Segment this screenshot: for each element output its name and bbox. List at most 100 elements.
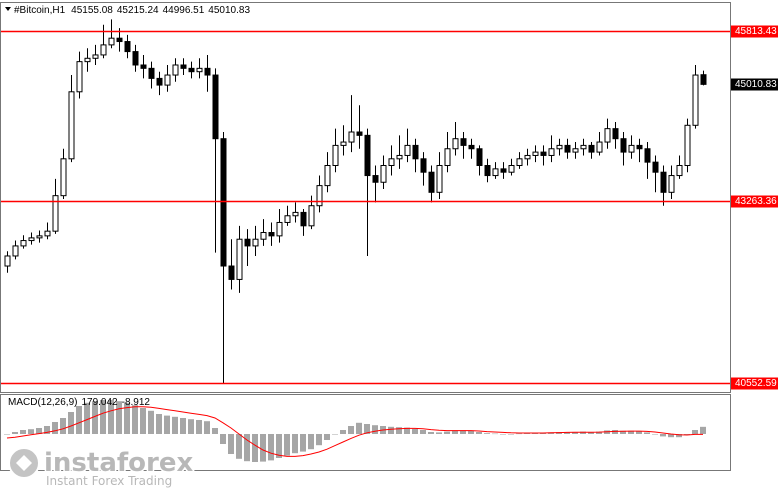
watermark-brand: instaforex bbox=[44, 448, 194, 478]
price-label: 45010.83 bbox=[735, 79, 777, 90]
candle-body bbox=[364, 134, 371, 177]
candle-body bbox=[652, 161, 659, 173]
macd-bar bbox=[84, 402, 90, 434]
macd-bar bbox=[508, 434, 514, 435]
level-label: 40552.59 bbox=[735, 378, 777, 389]
chart-header: #Bitcoin,H1 45155.08 45215.24 44996.51 45010… bbox=[14, 5, 250, 16]
watermark-tagline: Instant Forex Trading bbox=[46, 474, 172, 488]
candle-body bbox=[100, 44, 107, 56]
candle-body bbox=[244, 238, 251, 247]
macd-bar bbox=[372, 425, 378, 434]
candle-body bbox=[84, 57, 91, 63]
candle-body bbox=[588, 144, 595, 153]
macd-bar bbox=[4, 434, 10, 435]
candle-body bbox=[116, 37, 123, 43]
macd-bar bbox=[92, 401, 98, 434]
macd-bar bbox=[276, 434, 282, 458]
candle-body bbox=[476, 148, 483, 167]
macd-bar bbox=[388, 426, 394, 434]
macd-main-last: 179.042 bbox=[81, 397, 118, 408]
candle-body bbox=[684, 124, 691, 167]
candle-body bbox=[508, 165, 515, 173]
candle-body bbox=[68, 91, 75, 160]
macd-bar bbox=[364, 424, 370, 434]
candle-body bbox=[580, 144, 587, 150]
symbol: #Bitcoin,H1 bbox=[14, 5, 66, 16]
macd-bar bbox=[484, 433, 490, 434]
last-high: 45215.24 bbox=[117, 5, 159, 16]
candle-body bbox=[156, 77, 163, 86]
macd-bar bbox=[236, 434, 242, 459]
candle-body bbox=[268, 232, 275, 237]
candle-body bbox=[28, 237, 35, 242]
candle-body bbox=[108, 37, 115, 46]
macd-bar bbox=[636, 431, 642, 434]
macd-bar bbox=[644, 432, 650, 434]
candle-body bbox=[308, 205, 315, 227]
candle-body bbox=[660, 171, 667, 193]
menu-arrow bbox=[5, 7, 11, 11]
macd-bar bbox=[404, 427, 410, 434]
macd-bar bbox=[516, 433, 522, 435]
macd-bar bbox=[308, 434, 314, 450]
candle-body bbox=[172, 64, 179, 76]
macd-bar bbox=[300, 434, 306, 452]
macd-bar bbox=[396, 427, 402, 434]
candle-body bbox=[148, 67, 155, 79]
candle-body bbox=[324, 165, 331, 187]
macd-signal-line bbox=[6, 406, 703, 457]
candle-body bbox=[396, 154, 403, 160]
macd-bar bbox=[116, 401, 122, 434]
macd-bar bbox=[444, 431, 450, 434]
candle-body bbox=[564, 144, 571, 153]
macd-header: MACD(12,26,9) 179.042 -8.912 bbox=[8, 397, 150, 408]
candle-body bbox=[20, 240, 27, 247]
macd-bar bbox=[76, 406, 82, 434]
macd-bar bbox=[460, 430, 466, 434]
macd-bar bbox=[436, 432, 442, 434]
candle-body bbox=[252, 238, 259, 247]
macd-bar bbox=[628, 430, 634, 434]
candle-body bbox=[340, 141, 347, 146]
candle-body bbox=[636, 144, 643, 150]
macd-bar bbox=[564, 432, 570, 434]
candle-body bbox=[196, 67, 203, 73]
candle-body bbox=[332, 144, 339, 167]
macd-bar bbox=[684, 434, 690, 435]
candle-body bbox=[284, 215, 291, 223]
macd-bar bbox=[188, 419, 194, 434]
header: #Bitcoin,H1 45155.08 45215.24 44996.51 45010… bbox=[5, 5, 250, 408]
candle-body bbox=[132, 51, 139, 66]
candle-body bbox=[428, 171, 435, 193]
level-label-box bbox=[731, 25, 778, 38]
macd-bar bbox=[452, 430, 458, 434]
candle-body bbox=[500, 168, 507, 173]
last-close: 45010.83 bbox=[208, 5, 250, 16]
macd-bar bbox=[676, 434, 682, 438]
macd-bar bbox=[68, 412, 74, 434]
watermark-logo-mark bbox=[16, 455, 32, 471]
macd-bar bbox=[468, 430, 474, 434]
macd-bar bbox=[580, 431, 586, 434]
last-open: 45155.08 bbox=[71, 5, 113, 16]
candle-body bbox=[388, 158, 395, 167]
candle-body bbox=[12, 245, 19, 257]
candle-body bbox=[76, 61, 83, 93]
macd-bar bbox=[572, 432, 578, 434]
candle-body bbox=[140, 64, 147, 69]
candle-body bbox=[204, 67, 211, 76]
macd-bar bbox=[356, 422, 362, 434]
macd-bar bbox=[52, 422, 58, 434]
level-label: 43263.36 bbox=[735, 196, 777, 207]
macd-bar bbox=[340, 430, 346, 434]
watermark: instaforex Instant Forex Trading bbox=[8, 447, 195, 489]
macd-bar bbox=[20, 430, 26, 434]
candle-body bbox=[468, 144, 475, 150]
price-label-box bbox=[731, 78, 778, 91]
candle-body bbox=[164, 74, 171, 86]
candle-body bbox=[380, 165, 387, 183]
candle-body bbox=[124, 41, 131, 53]
macd-bar bbox=[524, 433, 530, 434]
candle-body bbox=[92, 54, 99, 59]
